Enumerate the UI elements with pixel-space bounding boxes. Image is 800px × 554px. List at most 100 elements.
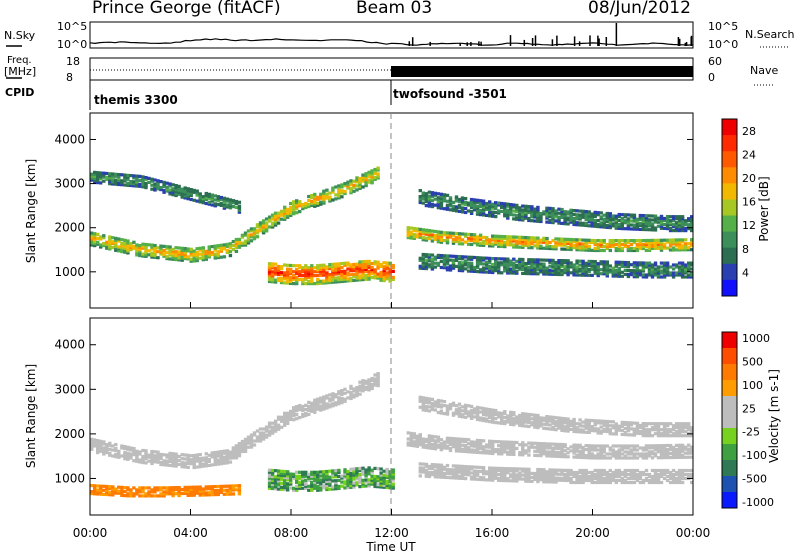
heatmap-cell [478,235,483,239]
heatmap-cell [469,444,474,448]
heatmap-cell [488,260,492,264]
heatmap-cell [225,459,230,463]
heatmap-cell [593,456,597,460]
heatmap-cell [273,211,278,215]
heatmap-cell [183,257,187,261]
heatmap-cell [641,227,646,232]
heatmap-cell [515,243,519,247]
heatmap-cell [391,269,395,273]
heatmap-cell [310,488,314,492]
heatmap-cell [352,473,356,477]
heatmap-cell [469,414,474,418]
heatmap-cell [506,257,510,261]
heatmap-cell [629,468,634,473]
heatmap-cell [237,488,242,492]
heatmap-cell [503,206,507,210]
heatmap-cell [123,455,127,459]
heatmap-cell [385,485,389,490]
heatmap-cell [361,466,365,470]
heatmap-cell [301,486,305,490]
heatmap-cell [283,421,287,425]
heatmap-cell [388,470,392,474]
heatmap-cell [150,490,154,494]
heatmap-cell [500,417,504,421]
heatmap-cell [286,482,290,486]
heatmap-cell [581,209,585,213]
heatmap-cell [524,443,528,447]
heatmap-cell [264,427,269,431]
heatmap-cell [445,446,450,450]
heatmap-cell [524,241,528,246]
heatmap-cell [267,215,272,219]
heatmap-cell [445,404,450,408]
beam-label: Beam 03 [356,0,433,18]
heatmap-cell [409,435,413,439]
heatmap-cell [469,440,474,444]
heatmap-cell [168,245,172,249]
heatmap-cell [680,215,685,219]
heatmap-cell [310,203,314,207]
heatmap-cell [460,413,465,417]
heatmap-cell [427,259,432,263]
heatmap-cell [325,194,329,198]
heatmap-cell [614,430,618,434]
heatmap-cell [684,221,688,225]
heatmap-cell [551,474,555,478]
heatmap-cell [572,263,576,267]
heatmap-cell [611,240,615,245]
heatmap-cell [123,244,127,248]
heatmap-cell [542,450,546,454]
heatmap-cell [222,200,227,204]
heatmap-cell [599,450,603,454]
heatmap-cell [120,493,124,497]
heatmap-cell [183,247,187,251]
heatmap-cell [584,430,588,434]
heatmap-cell [258,431,263,435]
heatmap-cell [165,187,169,191]
heatmap-cell [542,246,546,250]
heatmap-cell [668,221,673,225]
heatmap-cell [138,486,142,490]
heatmap-cell [132,453,136,457]
heatmap-cell [171,257,175,261]
heatmap-cell [611,478,615,483]
heatmap-cell [454,264,459,268]
heatmap-cell [500,478,504,483]
colorbar-swatch [722,263,737,281]
heatmap-cell [611,448,615,452]
heatmap-cell [150,488,154,492]
heatmap-cell [677,261,682,265]
heatmap-cell [524,216,528,220]
heatmap-cell [316,399,320,403]
heatmap-cell [491,416,495,420]
heatmap-cell [132,486,136,490]
heatmap-cell [313,480,317,484]
heatmap-cell [599,260,603,264]
heatmap-cell [478,199,483,203]
heatmap-cell [503,235,507,239]
heatmap-cell [114,242,118,246]
heatmap-cell [647,214,652,218]
heatmap-cell [138,174,142,178]
heatmap-cell [192,198,196,202]
heatmap-cell [617,214,621,219]
heatmap-cell [328,483,332,487]
heatmap-cell [575,244,579,248]
heatmap-cell [433,471,438,475]
heatmap-cell [201,462,205,466]
heatmap-cell [373,377,377,381]
heatmap-cell [671,223,676,227]
heatmap-cell [144,455,148,459]
heatmap-cell [283,417,287,421]
heatmap-cell [497,244,501,248]
heatmap-cell [105,488,109,493]
heatmap-cell [563,478,567,482]
heatmap-cell [599,456,603,460]
heatmap-cell [665,217,670,221]
heatmap-cell [442,207,447,211]
heatmap-cell [430,259,435,263]
heatmap-cell [415,444,419,448]
heatmap-cell [264,429,269,433]
heatmap-cell [355,388,359,392]
heatmap-cell [472,206,477,210]
